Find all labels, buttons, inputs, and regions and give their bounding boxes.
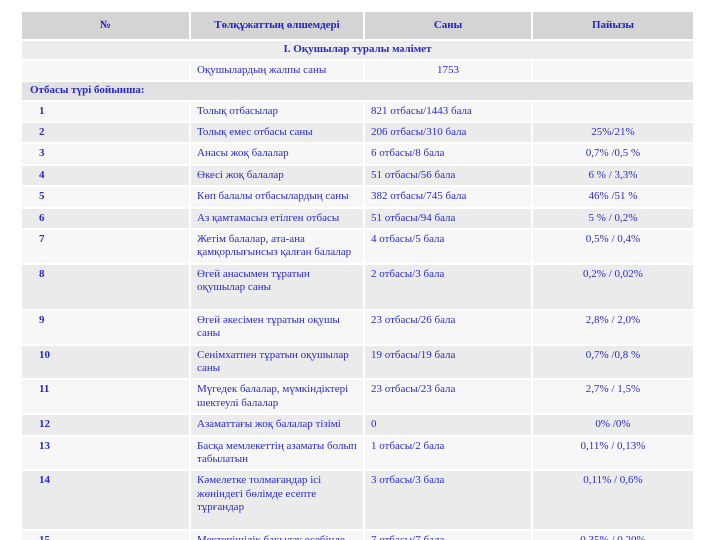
row-quantity-cell: 3 отбасы/3 бала (365, 471, 531, 529)
row-label-cell: Сенімхатпен тұратын оқушылар саны (191, 345, 363, 379)
row-percentage-cell: 5 % / 0,2% (533, 208, 693, 229)
row-percentage-cell: 2,8% / 2,0% (533, 310, 693, 344)
row-percentage-cell: 0,7% /0,8 % (533, 345, 693, 379)
row-percentage-cell: 0,7% /0,5 % (533, 144, 693, 164)
row-number-cell: 1 (22, 101, 189, 122)
table-row: 14 Кәмелетке толмағандар ісі жөніндегі б… (22, 471, 693, 529)
row-percentage-cell (533, 101, 693, 122)
row-percentage-cell (533, 60, 693, 81)
section-header-row: I. Оқушылар туралы мәлімет (22, 41, 693, 59)
row-label-cell: Толық отбасылар (191, 101, 363, 122)
row-quantity-cell: 23 отбасы/26 бала (365, 310, 531, 344)
row-percentage-cell: 0,5% / 0,4% (533, 230, 693, 263)
row-number-cell (22, 60, 189, 81)
table-row: 13 Басқа мемлекеттің азаматы болып табыл… (22, 436, 693, 470)
row-quantity-cell: 23 отбасы/23 бала (365, 380, 531, 414)
table-row: 10 Сенімхатпен тұратын оқушылар саны 19 … (22, 345, 693, 379)
row-percentage-cell: 0,11% / 0,13% (533, 436, 693, 470)
section-title: Отбасы түрі бойынша: (22, 82, 693, 100)
row-percentage-cell: 25%/21% (533, 123, 693, 143)
row-quantity-cell: 51 отбасы/94 бала (365, 208, 531, 229)
row-label-cell: Жетім балалар, ата-ана қамқорлығынсыз қа… (191, 230, 363, 263)
row-quantity-cell: 19 отбасы/19 бала (365, 345, 531, 379)
table-row: 7 Жетім балалар, ата-ана қамқорлығынсыз … (22, 230, 693, 263)
row-quantity-cell: 51 отбасы/56 бала (365, 165, 531, 186)
row-number-cell: 8 (22, 264, 189, 309)
row-number-cell: 3 (22, 144, 189, 164)
row-number-cell: 14 (22, 471, 189, 529)
row-number-cell: 13 (22, 436, 189, 470)
column-header-quantity: Саны (365, 12, 531, 40)
row-number-cell: 11 (22, 380, 189, 414)
row-label-cell: Өгей анасымен тұратын оқушылар саны (191, 264, 363, 309)
row-number-cell: 2 (22, 123, 189, 143)
table-row: 12 Азаматтағы жоқ балалар тізімі 0 0% /0… (22, 415, 693, 435)
row-number-cell: 15 (22, 530, 189, 540)
row-percentage-cell: 6 % / 3,3% (533, 165, 693, 186)
row-percentage-cell: 0,35% / 0,20% (533, 530, 693, 540)
row-number-cell: 9 (22, 310, 189, 344)
row-percentage-cell: 0% /0% (533, 415, 693, 435)
table-row: 3 Анасы жоқ балалар 6 отбасы/8 бала 0,7%… (22, 144, 693, 164)
table-row: Оқушылардың жалпы саны 1753 (22, 60, 693, 81)
table-row: 6 Аз қамтамасыз етілген отбасы 51 отбасы… (22, 208, 693, 229)
row-quantity-cell: 7 отбасы/7 бала (365, 530, 531, 540)
row-percentage-cell: 46% /51 % (533, 187, 693, 207)
row-label-cell: Мектепішілік бақылау есебінде тұрғандар (191, 530, 363, 540)
row-label-cell: Оқушылардың жалпы саны (191, 60, 363, 81)
row-number-cell: 7 (22, 230, 189, 263)
row-quantity-cell: 382 отбасы/745 бала (365, 187, 531, 207)
section-header-row: Отбасы түрі бойынша: (22, 82, 693, 100)
row-percentage-cell: 0,2% / 0,02% (533, 264, 693, 309)
row-quantity-cell: 1753 (365, 60, 531, 81)
row-percentage-cell: 2,7% / 1,5% (533, 380, 693, 414)
row-percentage-cell: 0,11% / 0,6% (533, 471, 693, 529)
row-quantity-cell: 2 отбасы/3 бала (365, 264, 531, 309)
table-row: 9 Өгей әкесімен тұратын оқушы саны 23 от… (22, 310, 693, 344)
school-social-passport-table: № Төлқұжаттың өлшемдері Саны Пайызы I. О… (20, 10, 695, 540)
row-quantity-cell: 4 отбасы/5 бала (365, 230, 531, 263)
row-number-cell: 12 (22, 415, 189, 435)
row-label-cell: Кәмелетке толмағандар ісі жөніндегі бөлі… (191, 471, 363, 529)
table-row: 1 Толық отбасылар 821 отбасы/1443 бала (22, 101, 693, 122)
row-label-cell: Толық емес отбасы саны (191, 123, 363, 143)
header-row: № Төлқұжаттың өлшемдері Саны Пайызы (22, 12, 693, 40)
row-number-cell: 10 (22, 345, 189, 379)
row-quantity-cell: 1 отбасы/2 бала (365, 436, 531, 470)
table-row: 4 Өкесі жоқ балалар 51 отбасы/56 бала 6 … (22, 165, 693, 186)
row-number-cell: 6 (22, 208, 189, 229)
row-label-cell: Аз қамтамасыз етілген отбасы (191, 208, 363, 229)
row-quantity-cell: 0 (365, 415, 531, 435)
row-label-cell: Азаматтағы жоқ балалар тізімі (191, 415, 363, 435)
table-row: 2 Толық емес отбасы саны 206 отбасы/310 … (22, 123, 693, 143)
row-quantity-cell: 206 отбасы/310 бала (365, 123, 531, 143)
row-number-cell: 4 (22, 165, 189, 186)
column-header-parameters: Төлқұжаттың өлшемдері (191, 12, 363, 40)
row-label-cell: Өкесі жоқ балалар (191, 165, 363, 186)
table-row: 15 Мектепішілік бақылау есебінде тұрғанд… (22, 530, 693, 540)
section-title: I. Оқушылар туралы мәлімет (22, 41, 693, 59)
column-header-percentage: Пайызы (533, 12, 693, 40)
row-quantity-cell: 821 отбасы/1443 бала (365, 101, 531, 122)
row-quantity-cell: 6 отбасы/8 бала (365, 144, 531, 164)
row-label-cell: Мүгедек балалар, мүмкіндіктері шектеулі … (191, 380, 363, 414)
table-row: 11 Мүгедек балалар, мүмкіндіктері шектеу… (22, 380, 693, 414)
row-number-cell: 5 (22, 187, 189, 207)
row-label-cell: Анасы жоқ балалар (191, 144, 363, 164)
row-label-cell: Өгей әкесімен тұратын оқушы саны (191, 310, 363, 344)
column-header-number: № (22, 12, 189, 40)
row-label-cell: Көп балалы отбасылардың саны (191, 187, 363, 207)
row-label-cell: Басқа мемлекеттің азаматы болып табылаты… (191, 436, 363, 470)
table-row: 8 Өгей анасымен тұратын оқушылар саны 2 … (22, 264, 693, 309)
table-row: 5 Көп балалы отбасылардың саны 382 отбас… (22, 187, 693, 207)
